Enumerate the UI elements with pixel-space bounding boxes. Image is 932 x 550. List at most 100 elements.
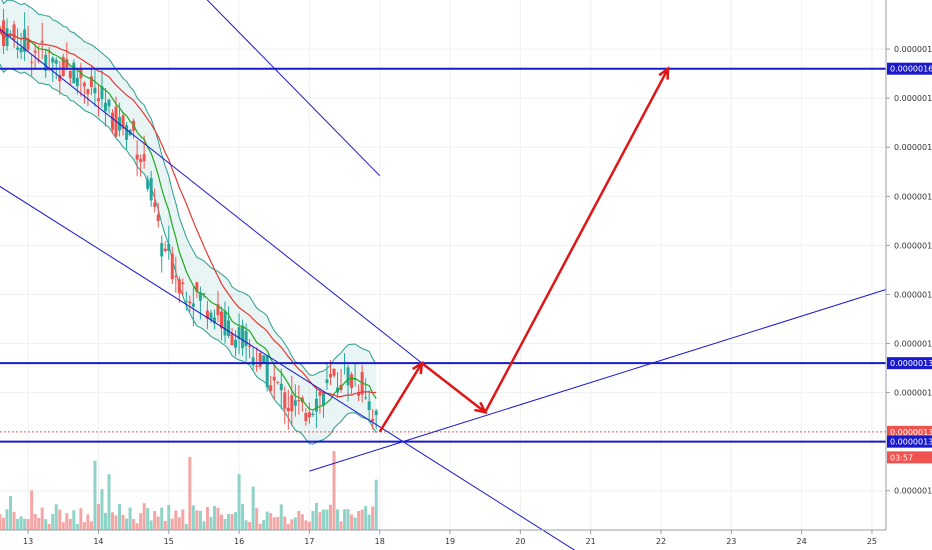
volume-bar: [149, 520, 153, 530]
volume-bar: [75, 523, 79, 530]
volume-bar: [2, 517, 6, 530]
band-upper: [1, 0, 377, 376]
volume-bar: [191, 505, 195, 530]
candle-body: [47, 51, 51, 53]
volume-bar: [89, 521, 93, 530]
candle-body: [142, 154, 146, 162]
candle-body: [160, 243, 164, 257]
volume-bar: [325, 509, 329, 530]
volume-bar: [336, 509, 340, 530]
price-tag: [887, 435, 932, 448]
volume-bar: [121, 514, 125, 530]
volume-bar: [314, 503, 318, 530]
volume-bar: [23, 518, 27, 530]
volume-bar: [276, 516, 280, 530]
candle-body: [5, 28, 9, 47]
y-tick-label: 0.00000150: [894, 241, 932, 250]
candle-body: [293, 400, 297, 406]
volume-bar: [321, 509, 325, 530]
candle-body: [198, 292, 202, 301]
candle-body: [234, 339, 238, 348]
volume-bar: [353, 517, 357, 530]
y-tick-label: 0.00000155: [894, 192, 932, 201]
candle-body: [227, 320, 231, 336]
candle-body: [357, 392, 361, 396]
volume-bar: [128, 507, 132, 530]
volume-bar: [170, 518, 174, 530]
candle-body: [223, 311, 227, 336]
candle-body: [188, 301, 192, 304]
candle-body: [174, 276, 178, 278]
volume-bar: [107, 474, 111, 530]
volume-bar: [174, 510, 178, 530]
volume-bar: [79, 508, 83, 530]
candle-body: [244, 330, 248, 347]
candle-body: [16, 47, 20, 50]
trend-lines: [0, 0, 887, 550]
volume-bar: [47, 523, 51, 530]
volume-bar: [350, 514, 354, 530]
moving-averages: [0, 29, 377, 411]
volume-bar: [304, 520, 308, 530]
candle-body: [230, 333, 234, 346]
volume-bar: [68, 518, 72, 530]
trend-line: [206, 0, 381, 177]
candle-body: [54, 59, 58, 64]
candle-body: [202, 293, 206, 295]
x-tick-label: 13: [23, 537, 33, 546]
volume-bar: [209, 516, 213, 530]
volume-bar: [177, 517, 181, 530]
candle-body: [58, 74, 62, 82]
x-tick-label: 23: [726, 537, 736, 546]
y-tick-label: 0.00000165: [894, 94, 932, 103]
x-tick-label: 20: [515, 537, 525, 546]
candle-body: [68, 71, 72, 79]
candle-body: [255, 365, 259, 367]
candle-body: [86, 89, 90, 95]
candle-body: [364, 397, 368, 399]
volume-bar: [142, 503, 146, 530]
volume-bar: [269, 513, 273, 530]
candle-body: [72, 62, 76, 84]
candle-body: [139, 159, 143, 163]
candle-body: [103, 102, 107, 112]
candlesticks: [0, 8, 378, 430]
y-tick-label: 0.00000170: [894, 45, 932, 54]
candle-body: [2, 20, 6, 47]
volume-bar: [118, 504, 122, 530]
candle-body: [79, 69, 83, 79]
volume-bar: [248, 521, 252, 530]
candle-body: [153, 202, 157, 207]
volume-bar: [234, 511, 238, 530]
price-tag-label: 0.00000131: [890, 428, 932, 437]
volume-bar: [153, 511, 157, 530]
candle-body: [121, 115, 125, 129]
ma-slow-line: [0, 29, 377, 398]
volume-bar: [307, 521, 311, 530]
candle-body: [212, 317, 216, 324]
volume-bar: [230, 514, 234, 530]
volume-bar: [328, 504, 332, 530]
ma-fast-line: [0, 29, 377, 411]
candle-body: [61, 57, 65, 77]
candle-body: [321, 393, 325, 406]
candle-body: [167, 243, 171, 251]
volume-bars: [0, 450, 378, 530]
volume-bar: [160, 507, 164, 530]
volume-bar: [37, 518, 41, 530]
y-tick-label: 0.00000125: [894, 487, 932, 496]
volume-bar: [100, 489, 104, 530]
candle-body: [314, 398, 318, 412]
candle-body: [33, 50, 37, 53]
candle-body: [111, 112, 115, 130]
volume-bar: [26, 519, 30, 530]
volume-bar: [318, 512, 322, 530]
volume-bar: [283, 516, 287, 530]
candle-body: [82, 82, 86, 87]
volume-bar: [9, 496, 13, 530]
volume-bar: [212, 506, 216, 530]
x-tick-label: 19: [445, 537, 455, 546]
candle-body: [251, 357, 255, 366]
